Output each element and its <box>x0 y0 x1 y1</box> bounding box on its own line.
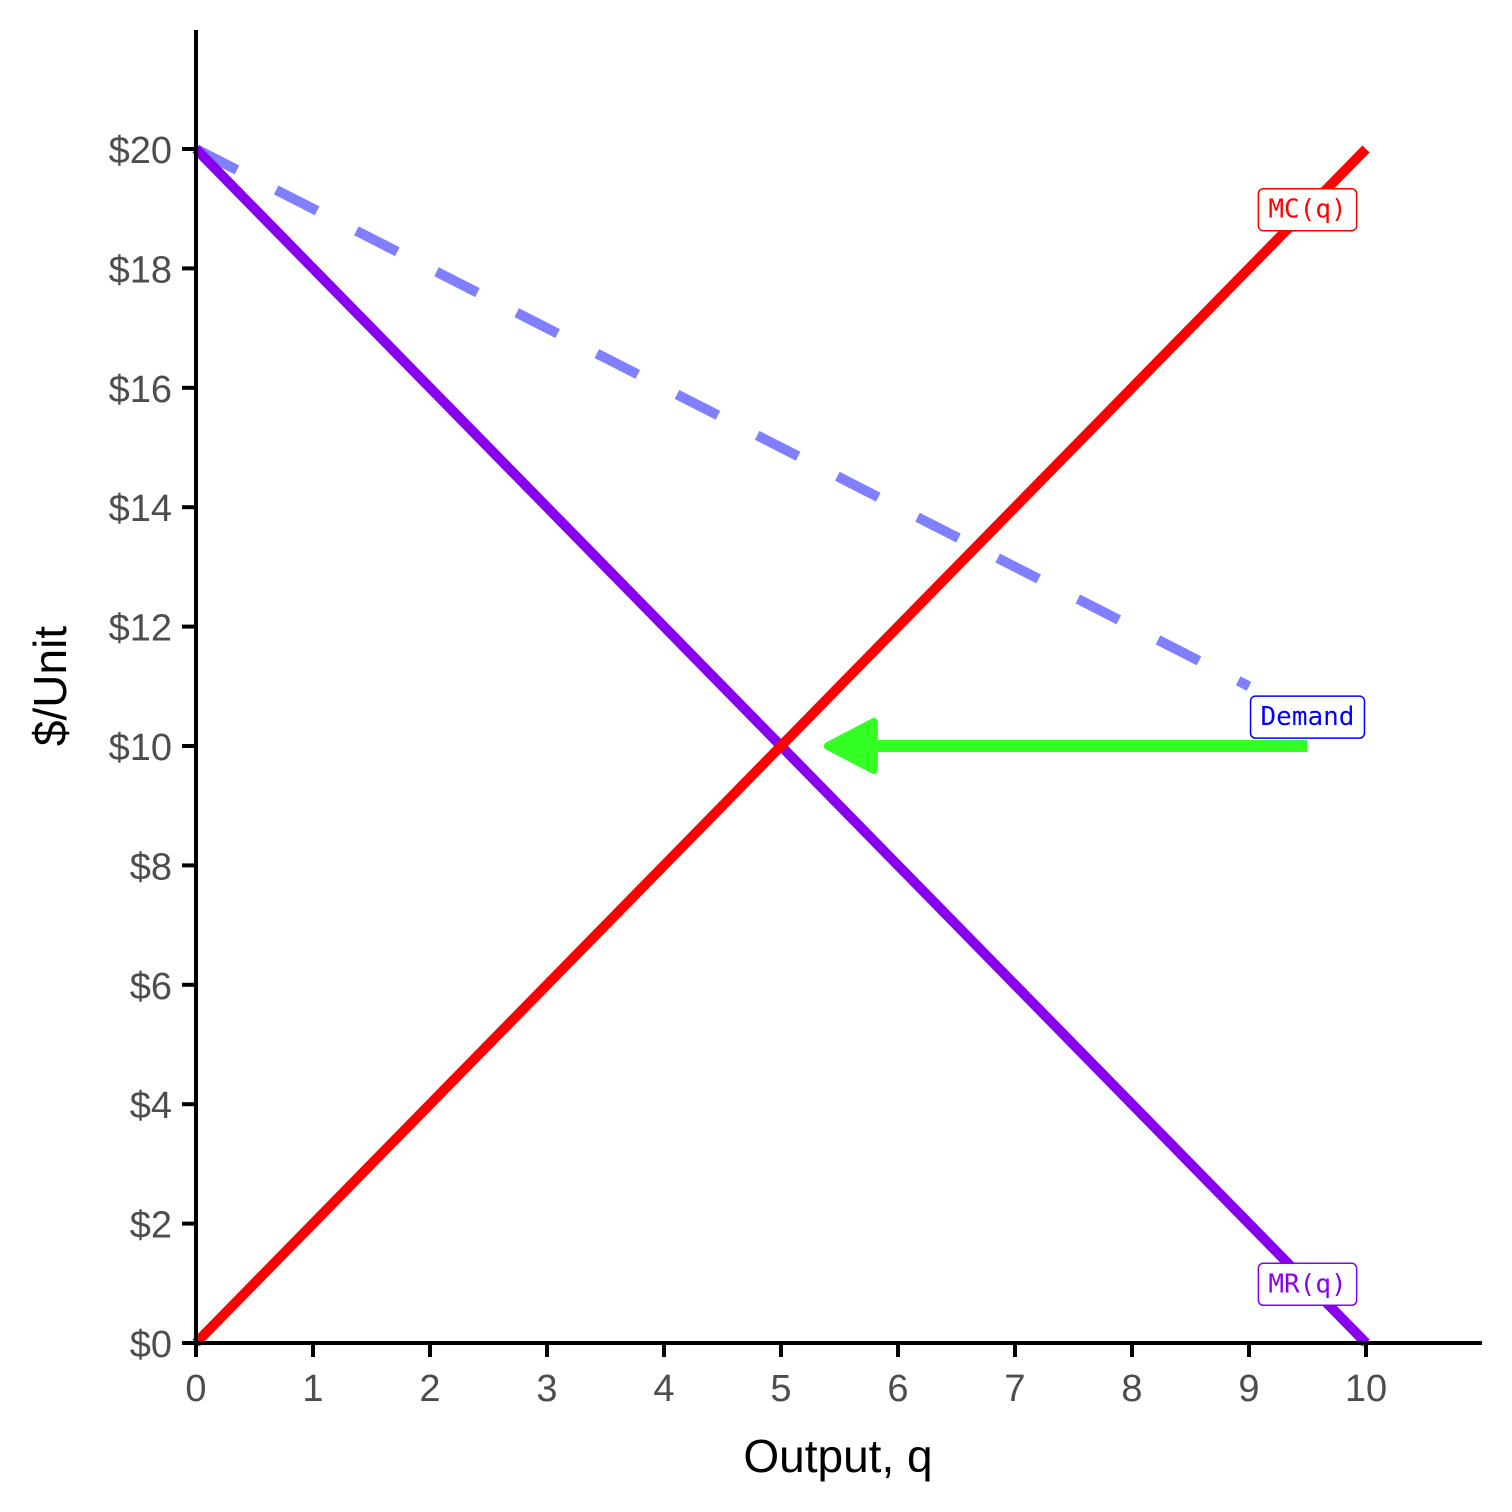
y-tick-label: $12 <box>109 608 172 650</box>
demand-curve <box>193 144 1252 691</box>
x-tick-label: 3 <box>536 1368 557 1410</box>
demand-label-text: Demand <box>1261 702 1355 732</box>
x-tick-label: 6 <box>887 1368 908 1410</box>
annotation-layer <box>823 718 1308 774</box>
y-tick-label: $2 <box>130 1205 172 1247</box>
y-tick-label: $18 <box>109 249 172 291</box>
mc-q-label: MC(q) <box>1257 187 1358 232</box>
mc-q-label-box <box>1257 187 1358 232</box>
curves-layer <box>192 144 1370 1347</box>
axes-layer: 0 1 2 3 4 5 6 7 8 9 10 $0 $2 $4 $6 $8 $10 $12 $14 $16 $18 $20 <box>109 30 1482 1410</box>
x-axis-title: Output, q <box>743 1430 932 1482</box>
arrow-head <box>823 718 878 774</box>
x-tick-label: 9 <box>1238 1368 1259 1410</box>
y-tick-label: $0 <box>130 1324 172 1366</box>
y-tick-label: $6 <box>130 966 172 1008</box>
x-tick-label: 0 <box>185 1368 206 1410</box>
curve-labels-layer: Demand MR(q) MC(q) <box>1249 187 1366 1307</box>
x-tick-label: 5 <box>770 1368 791 1410</box>
y-tick-label: $8 <box>130 846 172 888</box>
x-tick-label: 10 <box>1345 1368 1387 1410</box>
mr-q-label-box <box>1257 1262 1358 1307</box>
demand-label-box <box>1249 695 1366 739</box>
y-tick-label: $14 <box>109 488 172 530</box>
y-axis-title: $/Unit <box>24 626 76 746</box>
mr-q-label: MR(q) <box>1257 1262 1358 1307</box>
y-tick-label: $16 <box>109 369 172 411</box>
mc-q-curve <box>192 145 1370 1347</box>
x-tick-label: 2 <box>419 1368 440 1410</box>
x-tick-label: 4 <box>653 1368 674 1410</box>
y-tick-label: $10 <box>109 727 172 769</box>
mc-q-label-text: MC(q) <box>1268 195 1346 225</box>
x-tick-label: 8 <box>1121 1368 1142 1410</box>
y-tick-label: $4 <box>130 1085 172 1127</box>
y-tick-label: $20 <box>109 130 172 172</box>
mr-q-label-text: MR(q) <box>1268 1269 1346 1299</box>
x-tick-label: 1 <box>302 1368 323 1410</box>
x-tick-label: 7 <box>1004 1368 1025 1410</box>
demand-label: Demand <box>1249 695 1366 739</box>
